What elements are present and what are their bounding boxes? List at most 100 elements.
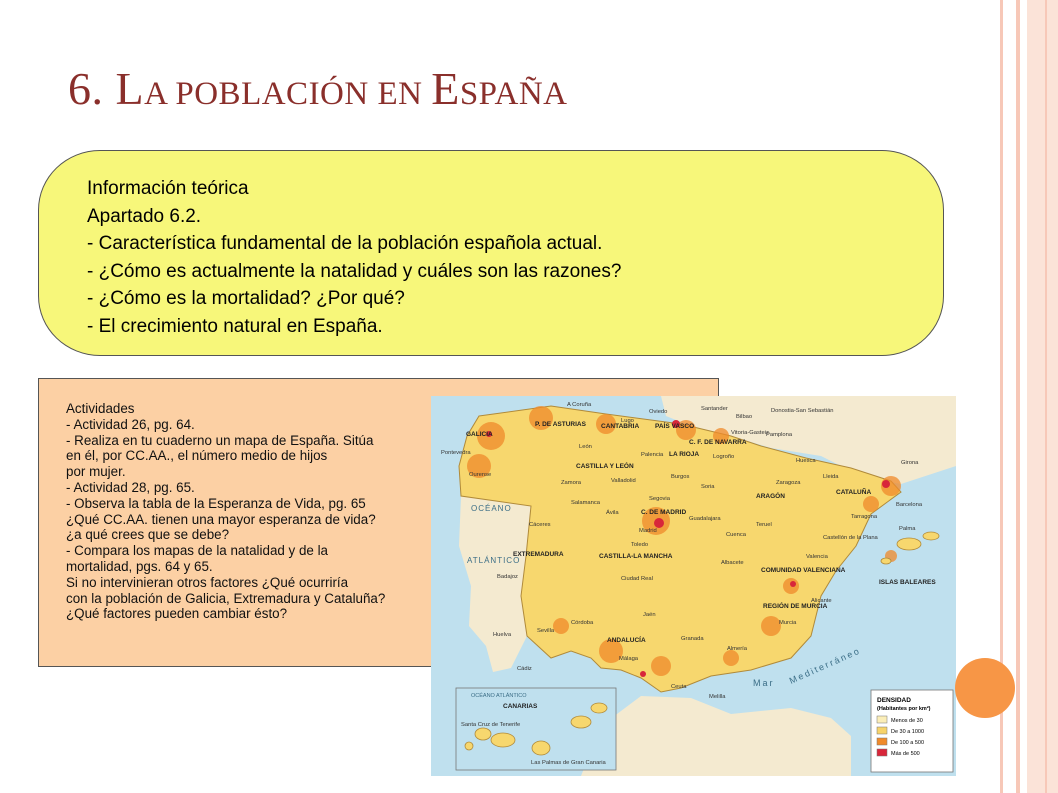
city-label: Córdoba <box>571 620 594 626</box>
density-blotches <box>467 406 901 676</box>
region-valenciana: COMUNIDAD VALENCIANA <box>761 567 846 574</box>
activity-line: con la población de Galicia, Extremadura… <box>66 590 386 606</box>
legend-swatch <box>876 726 888 735</box>
city-label: Ceuta <box>671 684 687 690</box>
region-cantabria: CANTABRIA <box>601 423 639 430</box>
city-label: Guadalajara <box>689 516 721 522</box>
africa-land <box>581 696 851 776</box>
sea-label-canarias: OCÉANO ATLÁNTICO <box>471 692 527 699</box>
city-label: Melilla <box>709 694 726 700</box>
density-hotspots <box>486 420 890 677</box>
info-line: - ¿Cómo es la mortalidad? ¿Por qué? <box>87 288 405 309</box>
city-label: Palma <box>899 526 916 532</box>
decor-stripe <box>1027 0 1058 793</box>
city-label: Santa Cruz de Tenerife <box>461 722 520 728</box>
decor-stripe <box>1016 0 1020 793</box>
city-label: Toledo <box>631 542 648 548</box>
region-extremadura: EXTREMADURA <box>513 551 564 558</box>
activity-line: ¿a qué crees que se debe? <box>66 527 230 543</box>
title-big-e: E <box>431 63 460 114</box>
legend-swatch <box>876 715 888 724</box>
region-navarra: C. F. DE NAVARRA <box>689 439 747 446</box>
legend-subtitle: (Habitantes por km²) <box>877 705 931 712</box>
city-label: Pontevedra <box>441 450 471 456</box>
city-label: Jaén <box>643 612 656 618</box>
region-baleares: ISLAS BALEARES <box>879 579 936 586</box>
city-label: León <box>579 444 592 450</box>
activity-line: - Actividad 28, pg. 65. <box>66 479 195 495</box>
spain-land <box>458 405 902 693</box>
city-label: Lleida <box>823 474 839 480</box>
city-label: Almería <box>727 646 748 652</box>
region-castilla-leon: CASTILLA Y LEÓN <box>576 461 634 470</box>
title-part1: A POBLACIÓN EN <box>144 76 432 112</box>
city-label: Huesca <box>796 458 816 464</box>
legend-label: Más de 500 <box>891 751 920 757</box>
legend-label: Menos de 30 <box>891 718 923 724</box>
activity-line: mortalidad, pgs. 64 y 65. <box>66 558 213 574</box>
region-la-rioja: LA RIOJA <box>669 451 699 458</box>
city-label: Málaga <box>619 656 639 662</box>
city-label: Granada <box>681 636 704 642</box>
city-label: A Coruña <box>567 402 592 408</box>
city-label: Pamplona <box>766 432 793 438</box>
title-part2: SPAÑA <box>459 76 568 112</box>
city-label: Burgos <box>671 474 689 480</box>
portugal-land <box>459 496 531 672</box>
legend-label: De 100 a 500 <box>891 740 924 746</box>
activity-line: Actividades <box>66 401 135 416</box>
activity-line: - Compara los mapas de la natalidad y de… <box>66 543 329 559</box>
activity-line: ¿Qué factores pueden cambiar ésto? <box>66 606 288 622</box>
info-line: - Característica fundamental de la pobla… <box>87 233 603 254</box>
decor-stripe <box>1000 0 1003 793</box>
region-asturias: P. DE ASTURIAS <box>535 421 587 428</box>
sea-label-oceano: OCÉANO <box>471 504 512 513</box>
region-murcia: REGIÓN DE MURCIA <box>763 601 828 610</box>
region-pais-vasco: PAÍS VASCO <box>655 421 694 430</box>
balearic-islands <box>880 531 940 565</box>
decor-stripe <box>1045 0 1047 793</box>
sea-label-mar: Mar <box>753 678 775 688</box>
city-label: Castellón de la Plana <box>823 535 879 541</box>
city-label: Cuenca <box>726 532 747 538</box>
legend-swatch <box>876 748 888 757</box>
title-big-l: L <box>115 63 145 114</box>
legend-swatch <box>876 737 888 746</box>
city-label: Vitoria-Gasteiz <box>731 430 769 436</box>
france-land <box>661 396 956 484</box>
info-line: Información teórica <box>87 178 249 199</box>
activity-line: - Actividad 26, pg. 64. <box>66 416 195 432</box>
city-label: Palencia <box>641 452 664 458</box>
city-label: Murcia <box>779 620 797 626</box>
city-label: Zamora <box>561 480 582 486</box>
region-castilla-mancha: CASTILLA-LA MANCHA <box>599 553 673 560</box>
activity-line: ¿Qué CC.AA. tienen una mayor esperanza d… <box>66 511 376 527</box>
region-canarias: CANARIAS <box>503 703 538 710</box>
activity-line: por mujer. <box>66 464 126 480</box>
city-label: Ciudad Real <box>621 576 653 582</box>
region-cataluna: CATALUÑA <box>836 487 871 496</box>
legend-label: De 30 a 1000 <box>891 729 924 735</box>
city-label: Las Palmas de Gran Canaria <box>531 760 607 766</box>
activity-line: Si no intervinieran otros factores ¿Qué … <box>66 574 349 590</box>
city-label: Zaragoza <box>776 480 801 486</box>
city-label: Valladolid <box>611 478 636 484</box>
population-density-map: DENSIDAD (Habitantes por km²) Menos de 3… <box>431 396 956 776</box>
city-label: Albacete <box>721 560 744 566</box>
city-label: Oviedo <box>649 409 667 415</box>
city-label: Lugo <box>621 418 634 424</box>
info-line: - El crecimiento natural en España. <box>87 315 383 337</box>
city-label: Badajoz <box>497 574 518 580</box>
city-label: Madrid <box>639 528 657 534</box>
city-label: Soria <box>701 484 715 490</box>
city-label: Girona <box>901 460 919 466</box>
info-line: - ¿Cómo es actualmente la natalidad y cu… <box>87 260 622 282</box>
city-label: Donostia-San Sebastián <box>771 408 834 414</box>
accent-circle <box>955 658 1015 718</box>
city-label: Segovia <box>649 496 671 502</box>
city-label: Santander <box>701 406 728 412</box>
slide-title: 6. LA POBLACIÓN EN ESPAÑA <box>68 62 568 115</box>
region-madrid: C. DE MADRID <box>641 509 686 516</box>
city-label: Teruel <box>756 522 772 528</box>
city-label: Barcelona <box>896 502 923 508</box>
